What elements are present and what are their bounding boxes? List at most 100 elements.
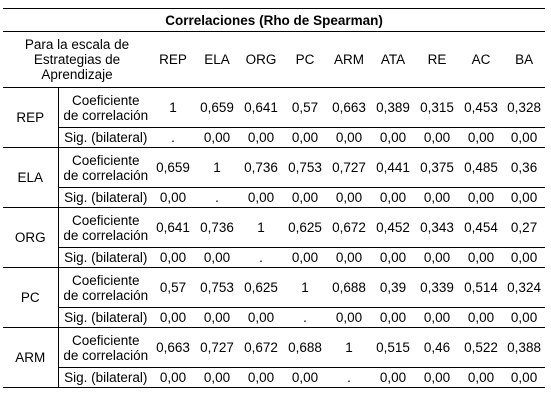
significance-cell: 0,00 (503, 127, 546, 148)
table-row: ARM Coeficiente de correlación 0,663 0,727 0,… (3, 327, 546, 388)
coefficient-label: Coeficiente de correlación (57, 87, 151, 128)
correlation-table: Correlaciones (Rho de Spearman) Para la … (3, 8, 546, 388)
coefficient-cell: 0,672 (327, 207, 371, 248)
significance-cell: 0,00 (415, 187, 459, 208)
coefficient-cell: 0,36 (503, 147, 546, 188)
table-row: ELA Coeficiente de correlación 0,659 1 0,736 0… (3, 147, 546, 208)
significance-cell: 0,00 (283, 247, 327, 268)
significance-cell: 0,00 (371, 187, 415, 208)
significance-cell: 0,00 (371, 367, 415, 388)
coefficient-cell: 0,641 (151, 207, 195, 248)
significance-cell: . (327, 367, 371, 388)
scale-label-line: Estrategias de (33, 52, 121, 67)
coefficient-cell: 0,485 (459, 147, 503, 188)
row-variable-name: ORG (3, 207, 58, 268)
coefficient-label-line: Coeficiente (71, 272, 140, 288)
coefficient-cell: 0,659 (195, 87, 239, 128)
column-header-re: RE (415, 31, 459, 88)
significance-cell: 0,00 (503, 307, 546, 328)
coefficient-cell: 0,753 (283, 147, 327, 188)
coefficient-cell: 0,515 (371, 327, 415, 368)
table-row: Sig. (bilateral). 0,00 0,00 0,00 0,00 0,00 0,0… (3, 127, 546, 148)
table-row: REP Coeficiente de correlación 1 0,659 0,641 0… (3, 87, 546, 148)
coefficient-cell: 0,388 (503, 327, 546, 368)
significance-cell: 0,00 (415, 307, 459, 328)
coefficient-cell: 0,441 (371, 147, 415, 188)
coefficient-cell: 0,672 (239, 327, 283, 368)
table-row: Sig. (bilateral) 0,00. 0,00 0,00 0,00 0,00 0,0… (3, 187, 546, 208)
significance-cell: 0,00 (459, 367, 503, 388)
coefficient-cell: 0,375 (415, 147, 459, 188)
table-row: Sig. (bilateral) 0,00 0,00 0,00. 0,00 0,00 0,0… (3, 307, 546, 328)
coefficient-cell: 0,659 (151, 147, 195, 188)
significance-cell: 0,00 (415, 127, 459, 148)
significance-cell: . (151, 127, 195, 148)
coefficient-cell: 0,736 (195, 207, 239, 248)
coefficient-cell: 0,453 (459, 87, 503, 128)
coefficient-label-line: de correlación (63, 347, 149, 363)
significance-label: Sig. (bilateral) (57, 307, 151, 328)
coefficient-cell: 1 (239, 207, 283, 248)
significance-cell: 0,00 (239, 367, 283, 388)
coefficient-cell: 0,753 (195, 267, 239, 308)
coefficient-label-line: Coeficiente (71, 152, 140, 168)
significance-cell: 0,00 (151, 307, 195, 328)
coefficient-cell: 0,663 (151, 327, 195, 368)
coefficient-cell: 0,688 (327, 267, 371, 308)
significance-label: Sig. (bilateral) (57, 247, 151, 268)
significance-cell: . (195, 187, 239, 208)
coefficient-cell: 0,727 (195, 327, 239, 368)
coefficient-cell: 1 (327, 327, 371, 368)
row-variable-name: ELA (3, 147, 58, 208)
column-header-ela: ELA (195, 31, 239, 88)
coefficient-label: Coeficiente de correlación (57, 327, 151, 368)
coefficient-label-line: Coeficiente (71, 92, 140, 108)
significance-cell: 0,00 (195, 307, 239, 328)
significance-cell: 0,00 (151, 247, 195, 268)
coefficient-label-line: Coeficiente (71, 332, 140, 348)
coefficient-cell: 0,625 (239, 267, 283, 308)
row-variable-name: PC (3, 267, 58, 328)
coefficient-label-line: Coeficiente (71, 212, 140, 228)
significance-cell: 0,00 (283, 127, 327, 148)
significance-cell: 0,00 (327, 247, 371, 268)
coefficient-cell: 0,57 (283, 87, 327, 128)
significance-cell: 0,00 (371, 127, 415, 148)
column-header-pc: PC (283, 31, 327, 88)
coefficient-cell: 0,663 (327, 87, 371, 128)
table-row: ORG Coeficiente de correlación 0,641 0,736 1 0… (3, 207, 546, 268)
coefficient-label-line: de correlación (63, 107, 149, 123)
significance-label: Sig. (bilateral) (57, 187, 151, 208)
coefficient-cell: 0,328 (503, 87, 546, 128)
coefficient-label-line: de correlación (63, 287, 149, 303)
column-header-org: ORG (239, 31, 283, 88)
significance-cell: 0,00 (195, 127, 239, 148)
table-row: PC Coeficiente de correlación 0,57 0,753 0,62… (3, 267, 546, 328)
significance-cell: 0,00 (415, 367, 459, 388)
significance-label: Sig. (bilateral) (57, 127, 151, 148)
row-variable-name: ARM (3, 327, 58, 388)
significance-cell: 0,00 (283, 187, 327, 208)
significance-label: Sig. (bilateral) (57, 367, 151, 388)
coefficient-label: Coeficiente de correlación (57, 207, 151, 248)
column-header-ac: AC (459, 31, 503, 88)
significance-cell: 0,00 (195, 247, 239, 268)
significance-cell: 0,00 (151, 187, 195, 208)
significance-cell: 0,00 (459, 247, 503, 268)
column-header-ata: ATA (371, 31, 415, 88)
coefficient-cell: 1 (151, 87, 195, 128)
scale-label-line: Para la escala de (24, 37, 130, 52)
coefficient-cell: 0,315 (415, 87, 459, 128)
significance-cell: 0,00 (151, 367, 195, 388)
column-header-rep: REP (151, 31, 195, 88)
significance-cell: 0,00 (459, 127, 503, 148)
significance-cell: 0,00 (327, 307, 371, 328)
coefficient-cell: 0,452 (371, 207, 415, 248)
coefficient-cell: 0,389 (371, 87, 415, 128)
table-row: Sig. (bilateral) 0,00 0,00 0,00 0,00. 0,00 0,0… (3, 367, 546, 388)
significance-cell: 0,00 (503, 247, 546, 268)
scale-label: Para la escala de Estrategias de Aprendi… (3, 31, 151, 88)
coefficient-label: Coeficiente de correlación (57, 147, 151, 188)
scale-label-line: Aprendizaje (41, 67, 113, 82)
significance-cell: 0,00 (327, 187, 371, 208)
